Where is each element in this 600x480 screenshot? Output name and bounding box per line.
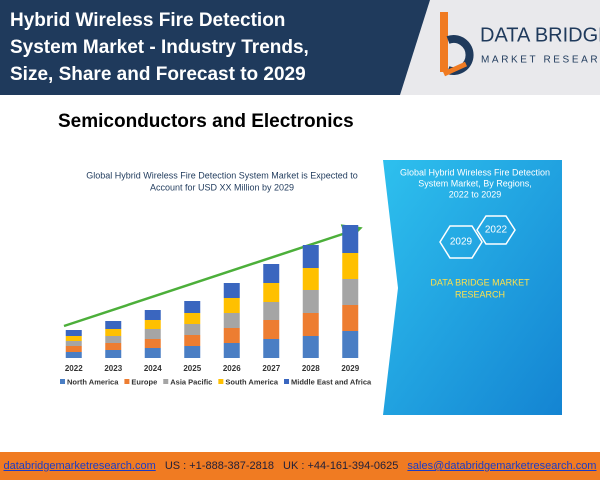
bar-segment <box>144 329 161 339</box>
legend-swatch <box>163 379 169 384</box>
bars: 2022 2023 2024 2025 2026 2027 2028 2029 <box>65 225 360 373</box>
hex-label: 2022 <box>485 225 508 236</box>
bar-segment <box>65 330 82 336</box>
bar-segment <box>223 283 240 298</box>
hexagon <box>476 215 516 245</box>
email-link[interactable]: sales@databridgemarketresearch.com <box>407 460 597 472</box>
bar-segment <box>223 343 240 358</box>
x-tick-label: 2027 <box>262 364 280 373</box>
x-tick-label: 2023 <box>104 364 122 373</box>
bar-segment <box>184 301 201 313</box>
bar-segment <box>302 336 319 358</box>
bar-segment <box>342 331 359 358</box>
bar-segment <box>263 283 280 302</box>
bar-segment <box>263 320 280 339</box>
legend: North America Europe Asia Pacific South Ame… <box>60 377 372 386</box>
header-title-bg <box>0 0 430 95</box>
bar-segment <box>65 346 82 352</box>
legend-label: Europe <box>131 377 157 386</box>
bar-segment <box>302 290 319 313</box>
side-panel <box>383 160 562 415</box>
bar-segment <box>342 279 359 305</box>
legend-swatch <box>60 379 65 384</box>
bar-segment <box>223 313 240 328</box>
bar-segment <box>144 348 161 358</box>
bar-segment <box>65 341 82 346</box>
side-title: 2022 to 2029 <box>449 189 502 199</box>
bar-segment <box>342 253 359 279</box>
bar-segment <box>105 350 122 358</box>
infographic: Hybrid Wireless Fire Detection System Ma… <box>0 0 600 415</box>
bar-segment <box>144 310 161 320</box>
logo-name: DATA BRIDGE <box>480 24 600 46</box>
logo-icon <box>440 12 474 77</box>
legend-label: Middle East and Africa <box>291 377 372 386</box>
bar-segment <box>223 328 240 343</box>
bar-segment <box>342 225 359 253</box>
x-tick-label: 2025 <box>183 364 201 373</box>
bar-segment <box>302 313 319 336</box>
x-tick-label: 2028 <box>302 364 320 373</box>
header-title: Size, Share and Forecast to 2029 <box>10 64 306 85</box>
bar-segment <box>223 298 240 313</box>
bar-segment <box>184 313 201 324</box>
category-title: Semiconductors and Electronics <box>58 111 354 132</box>
bar-segment <box>184 346 201 358</box>
x-tick-label: 2022 <box>65 364 83 373</box>
us-phone: US : +1-888-387-2818 <box>164 460 274 472</box>
legend-swatch <box>284 379 290 384</box>
bar-segment <box>65 352 82 358</box>
logo-tagline: MARKET RESEARCH <box>481 55 600 66</box>
legend-swatch <box>218 379 224 384</box>
bar-segment <box>184 335 201 346</box>
x-tick-label: 2026 <box>223 364 241 373</box>
bar-segment <box>263 339 280 358</box>
bar-segment <box>105 343 122 350</box>
bar-segment <box>263 302 280 320</box>
x-tick-label: 2029 <box>341 364 359 373</box>
uk-phone: UK : +44-161-394-0625 <box>283 460 399 472</box>
bar-segment <box>144 320 161 329</box>
header-title: System Market - Industry Trends, <box>10 37 309 58</box>
header-title: Hybrid Wireless Fire Detection <box>10 10 285 31</box>
bar-segment <box>65 336 82 341</box>
bar-segment <box>184 324 201 335</box>
legend-label: Asia Pacific <box>170 377 212 386</box>
bar-segment <box>263 264 280 283</box>
bar-segment <box>144 339 161 348</box>
legend-label: South America <box>225 377 278 386</box>
bar-segment <box>105 321 122 329</box>
bar-segment <box>302 268 319 290</box>
footer: databridgemarketresearch.com US : +1-888… <box>0 452 600 480</box>
side-title: Global Hybrid Wireless Fire Detection <box>400 167 550 177</box>
hexagon <box>439 225 483 259</box>
bar-segment <box>105 329 122 336</box>
chart-title: Account for USD XX Million by 2029 <box>150 182 294 192</box>
legend-label: North America <box>67 377 119 386</box>
chart-title: Global Hybrid Wireless Fire Detection Sy… <box>86 170 358 180</box>
bar-segment <box>105 336 122 343</box>
side-title: System Market, By Regions, <box>418 178 532 188</box>
hex-label: 2029 <box>450 237 473 248</box>
chart-frame <box>45 160 380 415</box>
side-brand: RESEARCH <box>455 289 505 299</box>
side-brand: DATA BRIDGE MARKET <box>430 277 530 287</box>
website-link[interactable]: databridgemarketresearch.com <box>3 460 156 472</box>
bar-segment <box>342 305 359 331</box>
legend-swatch <box>124 379 130 384</box>
bar-segment <box>302 245 319 268</box>
x-tick-label: 2024 <box>144 364 162 373</box>
